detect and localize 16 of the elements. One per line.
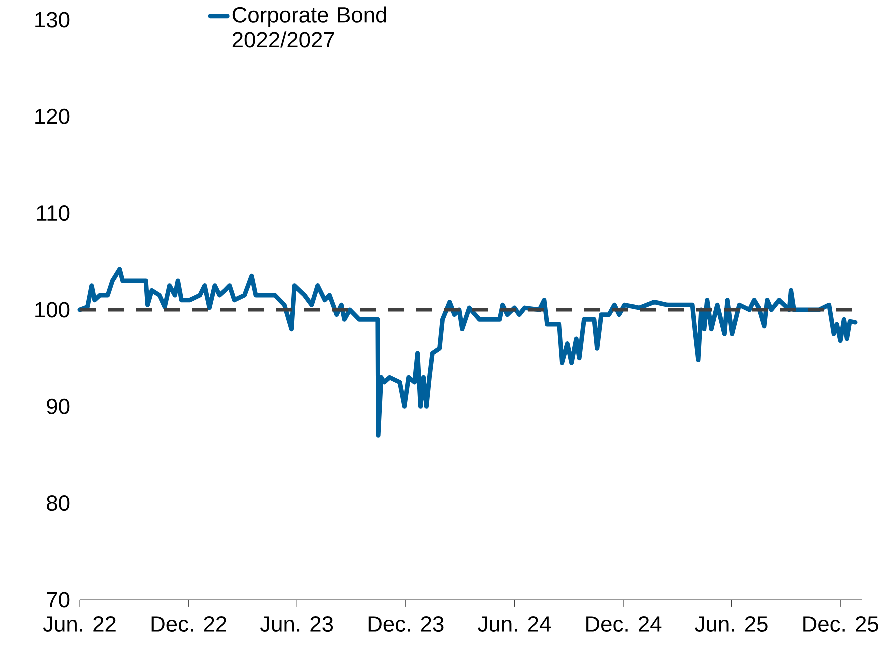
x-tick-label: Dec. 24 [586,616,662,632]
x-tick-label: Dec. 23 [368,616,444,632]
y-tick-label: 110 [37,206,70,222]
y-tick-label: 120 [36,108,70,124]
x-tick-label: Jun. 25 [695,616,768,632]
x-tick-label: Dec. 25 [804,616,878,632]
y-tick-label: 100 [36,302,70,318]
x-tick-label: Jun. 24 [478,616,552,632]
y-tick-label: 70 [47,592,70,608]
x-tick-label: Jun. 22 [43,616,116,632]
y-tick-label: 80 [47,496,70,512]
y-tick-label: 90 [47,398,70,414]
x-tick-label: Dec. 22 [152,616,227,632]
x-tick-label: Jun. 23 [260,616,334,632]
y-tick-label: 130 [36,12,70,28]
legend-label: Corporate Bond 2022/2027 [232,6,386,48]
